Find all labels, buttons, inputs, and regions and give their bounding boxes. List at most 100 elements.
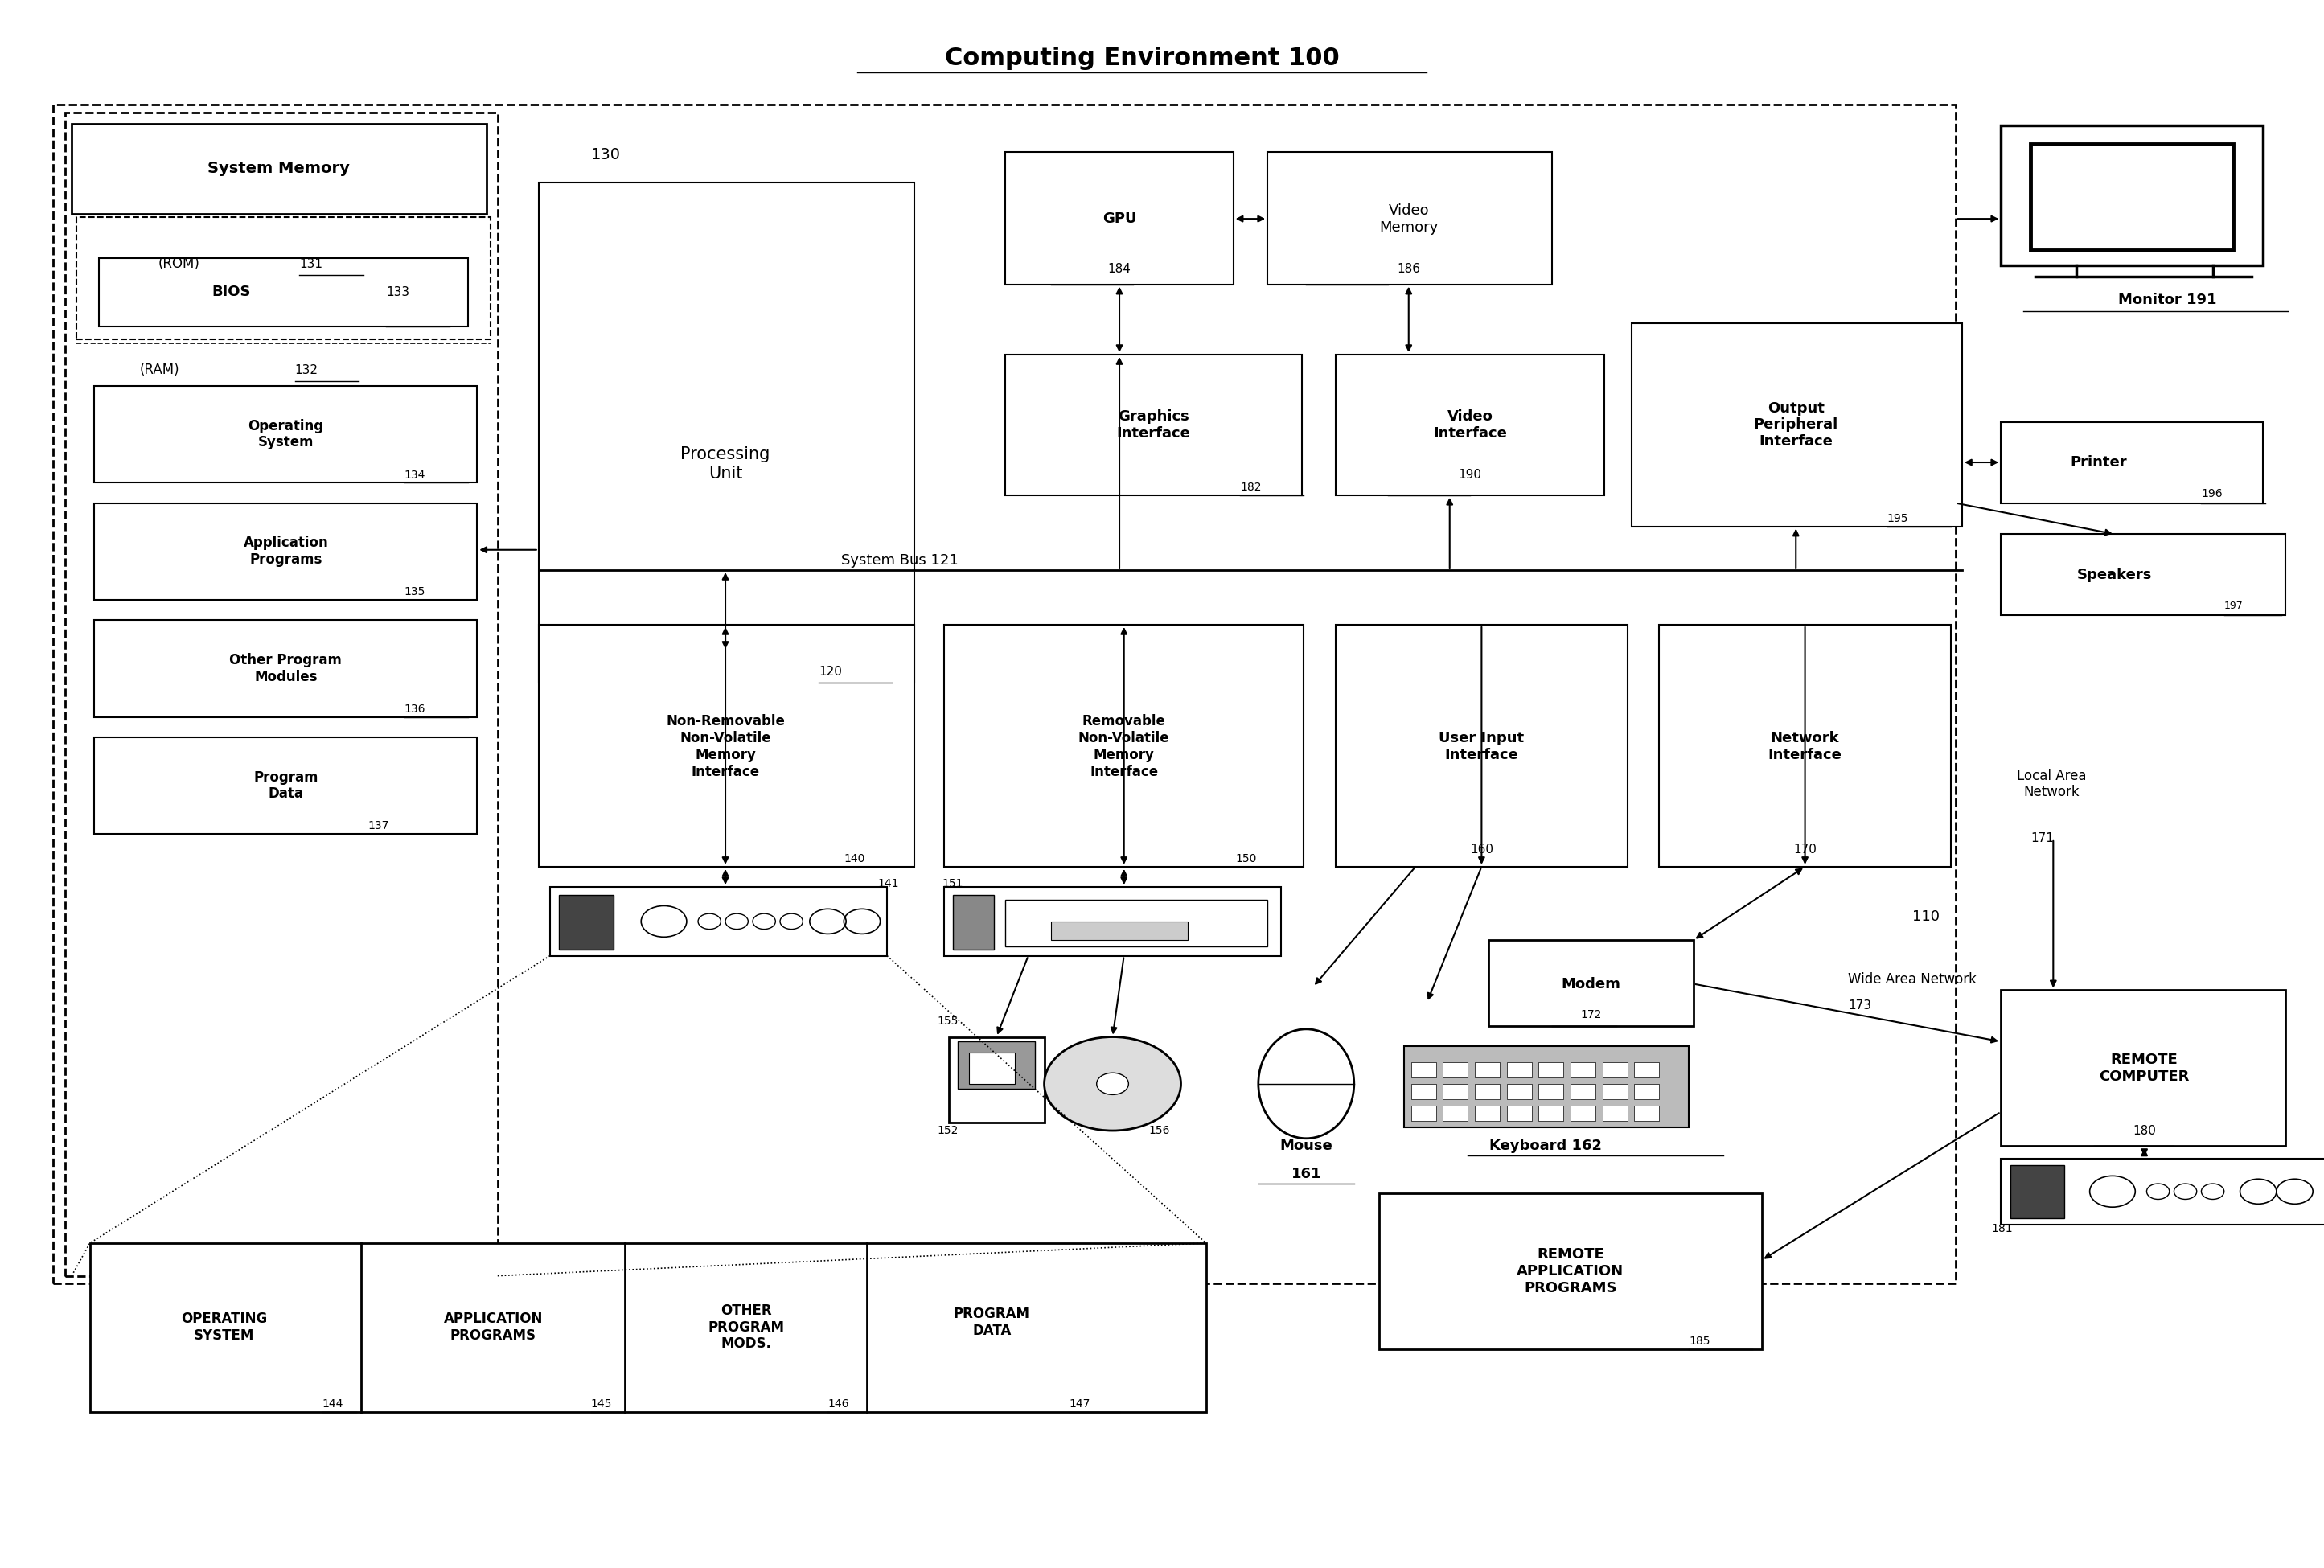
FancyBboxPatch shape bbox=[72, 124, 486, 215]
Text: GPU: GPU bbox=[1102, 212, 1136, 226]
Text: User Input
Interface: User Input Interface bbox=[1439, 731, 1525, 762]
FancyBboxPatch shape bbox=[1631, 323, 1961, 527]
FancyBboxPatch shape bbox=[100, 257, 467, 326]
FancyBboxPatch shape bbox=[2001, 422, 2264, 503]
Text: 151: 151 bbox=[941, 878, 962, 889]
Circle shape bbox=[1097, 1073, 1129, 1094]
FancyBboxPatch shape bbox=[2031, 144, 2233, 249]
FancyBboxPatch shape bbox=[551, 887, 888, 956]
Text: 184: 184 bbox=[1109, 263, 1132, 274]
Text: Processing
Unit: Processing Unit bbox=[681, 447, 769, 481]
FancyBboxPatch shape bbox=[1476, 1083, 1499, 1099]
Text: OTHER
PROGRAM
MODS.: OTHER PROGRAM MODS. bbox=[709, 1303, 783, 1352]
FancyBboxPatch shape bbox=[65, 113, 497, 1276]
FancyBboxPatch shape bbox=[77, 218, 490, 339]
FancyBboxPatch shape bbox=[1411, 1062, 1436, 1077]
Circle shape bbox=[1043, 1036, 1181, 1131]
FancyBboxPatch shape bbox=[1538, 1083, 1564, 1099]
Text: 145: 145 bbox=[590, 1399, 611, 1410]
Text: BIOS: BIOS bbox=[211, 285, 251, 299]
Text: 181: 181 bbox=[1992, 1223, 2013, 1234]
FancyBboxPatch shape bbox=[1050, 922, 1188, 941]
FancyBboxPatch shape bbox=[1634, 1083, 1659, 1099]
Text: 140: 140 bbox=[844, 853, 865, 864]
FancyBboxPatch shape bbox=[1601, 1083, 1627, 1099]
FancyBboxPatch shape bbox=[2001, 989, 2284, 1146]
FancyBboxPatch shape bbox=[95, 737, 476, 834]
Text: 185: 185 bbox=[1690, 1336, 1710, 1347]
FancyBboxPatch shape bbox=[1336, 624, 1627, 867]
FancyBboxPatch shape bbox=[95, 503, 476, 601]
Text: 196: 196 bbox=[2201, 488, 2222, 499]
Text: OPERATING
SYSTEM: OPERATING SYSTEM bbox=[181, 1312, 267, 1342]
Text: Removable
Non-Volatile
Memory
Interface: Removable Non-Volatile Memory Interface bbox=[1078, 713, 1169, 779]
Text: (RAM): (RAM) bbox=[139, 364, 179, 378]
FancyBboxPatch shape bbox=[1601, 1105, 1627, 1121]
Text: Operating
System: Operating System bbox=[249, 419, 323, 450]
Text: 137: 137 bbox=[367, 820, 388, 831]
FancyBboxPatch shape bbox=[1006, 354, 1301, 495]
FancyBboxPatch shape bbox=[1487, 941, 1694, 1025]
FancyBboxPatch shape bbox=[1267, 152, 1552, 284]
FancyBboxPatch shape bbox=[1378, 1193, 1762, 1348]
Text: Other Program
Modules: Other Program Modules bbox=[230, 652, 342, 684]
Text: 110: 110 bbox=[1913, 909, 1941, 924]
Text: 152: 152 bbox=[937, 1124, 957, 1137]
Text: REMOTE
COMPUTER: REMOTE COMPUTER bbox=[2099, 1052, 2189, 1083]
Text: REMOTE
APPLICATION
PROGRAMS: REMOTE APPLICATION PROGRAMS bbox=[1518, 1247, 1624, 1295]
Text: APPLICATION
PROGRAMS: APPLICATION PROGRAMS bbox=[444, 1312, 544, 1342]
FancyBboxPatch shape bbox=[953, 895, 995, 950]
FancyBboxPatch shape bbox=[95, 386, 476, 483]
Text: 120: 120 bbox=[818, 665, 841, 677]
FancyBboxPatch shape bbox=[944, 887, 1281, 956]
Text: 171: 171 bbox=[2031, 833, 2054, 845]
FancyBboxPatch shape bbox=[539, 624, 913, 867]
Text: 147: 147 bbox=[1069, 1399, 1090, 1410]
FancyBboxPatch shape bbox=[2001, 1159, 2324, 1225]
Text: Local Area
Network: Local Area Network bbox=[2017, 768, 2087, 800]
FancyBboxPatch shape bbox=[1634, 1062, 1659, 1077]
FancyBboxPatch shape bbox=[2001, 535, 2284, 615]
FancyBboxPatch shape bbox=[1336, 354, 1604, 495]
Text: Output
Peripheral
Interface: Output Peripheral Interface bbox=[1755, 401, 1838, 448]
FancyBboxPatch shape bbox=[1411, 1083, 1436, 1099]
Text: 144: 144 bbox=[323, 1399, 344, 1410]
FancyBboxPatch shape bbox=[91, 1243, 1206, 1411]
FancyBboxPatch shape bbox=[1476, 1062, 1499, 1077]
FancyBboxPatch shape bbox=[1443, 1105, 1469, 1121]
FancyBboxPatch shape bbox=[95, 619, 476, 717]
Text: Video
Memory: Video Memory bbox=[1378, 204, 1439, 234]
FancyBboxPatch shape bbox=[1659, 624, 1950, 867]
Text: 131: 131 bbox=[300, 259, 323, 270]
Text: 150: 150 bbox=[1236, 853, 1257, 864]
Text: Non-Removable
Non-Volatile
Memory
Interface: Non-Removable Non-Volatile Memory Interf… bbox=[667, 713, 786, 779]
FancyBboxPatch shape bbox=[1476, 1105, 1499, 1121]
FancyBboxPatch shape bbox=[948, 1036, 1043, 1123]
Text: 173: 173 bbox=[1848, 1000, 1871, 1011]
Text: 133: 133 bbox=[386, 287, 409, 298]
FancyBboxPatch shape bbox=[1404, 1046, 1690, 1127]
FancyBboxPatch shape bbox=[1443, 1062, 1469, 1077]
FancyBboxPatch shape bbox=[944, 624, 1304, 867]
Text: 146: 146 bbox=[827, 1399, 848, 1410]
FancyBboxPatch shape bbox=[969, 1052, 1016, 1083]
Text: 186: 186 bbox=[1397, 263, 1420, 274]
FancyBboxPatch shape bbox=[1506, 1062, 1532, 1077]
FancyBboxPatch shape bbox=[957, 1041, 1034, 1088]
FancyBboxPatch shape bbox=[1601, 1062, 1627, 1077]
FancyBboxPatch shape bbox=[1571, 1083, 1597, 1099]
Text: Speakers: Speakers bbox=[2078, 568, 2152, 582]
FancyBboxPatch shape bbox=[2001, 125, 2264, 265]
FancyBboxPatch shape bbox=[1006, 900, 1267, 947]
Text: 195: 195 bbox=[1887, 513, 1908, 524]
Text: (ROM): (ROM) bbox=[158, 257, 200, 271]
Text: Graphics
Interface: Graphics Interface bbox=[1116, 409, 1190, 441]
FancyBboxPatch shape bbox=[1506, 1083, 1532, 1099]
FancyBboxPatch shape bbox=[539, 183, 913, 682]
Text: Computing Environment 100: Computing Environment 100 bbox=[946, 47, 1339, 69]
Text: Printer: Printer bbox=[2071, 455, 2126, 469]
Text: 172: 172 bbox=[1580, 1010, 1601, 1021]
FancyBboxPatch shape bbox=[2010, 1165, 2064, 1218]
Text: Application
Programs: Application Programs bbox=[244, 536, 328, 568]
Text: 135: 135 bbox=[404, 586, 425, 597]
